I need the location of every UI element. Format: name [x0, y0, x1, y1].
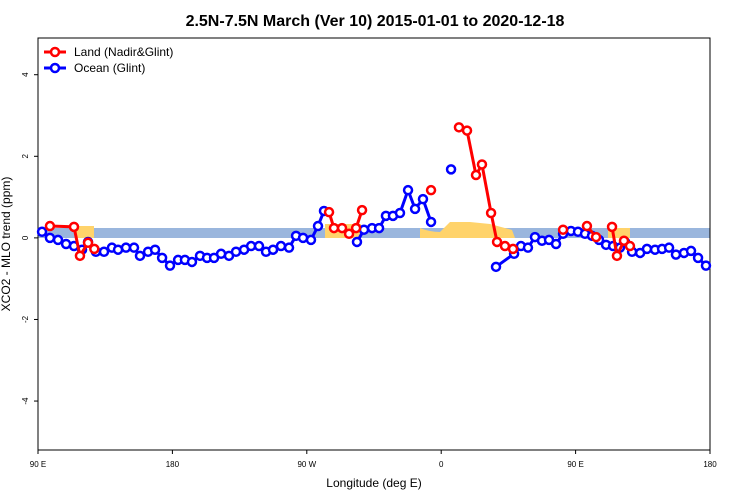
point	[283, 242, 295, 253]
y-tick-label: -4	[21, 397, 30, 405]
point	[590, 231, 602, 243]
x-tick-label: 180	[703, 460, 717, 469]
point	[581, 220, 593, 232]
point	[522, 242, 534, 253]
point	[425, 184, 437, 196]
point	[611, 250, 623, 262]
point	[351, 236, 363, 248]
point	[128, 242, 140, 253]
point	[663, 242, 675, 253]
point	[557, 224, 569, 235]
y-tick-label: 0	[21, 235, 30, 240]
point	[82, 237, 94, 249]
y-tick-label: 4	[21, 72, 30, 77]
point	[156, 252, 168, 264]
point	[134, 250, 146, 262]
point	[267, 244, 279, 255]
x-tick-label: 90 W	[297, 460, 316, 469]
point	[461, 125, 473, 136]
point	[336, 222, 348, 234]
point	[670, 249, 682, 260]
point	[417, 193, 429, 205]
point	[343, 228, 355, 240]
point	[641, 243, 653, 255]
point	[700, 260, 712, 271]
land-patch	[608, 228, 630, 238]
point	[36, 226, 48, 238]
point	[44, 220, 56, 232]
point	[323, 206, 335, 218]
point	[394, 207, 406, 219]
land-patch	[420, 222, 515, 238]
point	[485, 207, 497, 219]
point	[305, 234, 317, 246]
point	[685, 245, 697, 257]
x-tick-label: 180	[166, 460, 180, 469]
point	[550, 238, 562, 250]
point	[230, 246, 242, 258]
point	[186, 256, 198, 268]
ocean-band	[38, 228, 710, 238]
x-tick-label: 90 E	[567, 460, 583, 469]
point	[490, 261, 502, 273]
point	[373, 222, 385, 234]
point	[275, 240, 287, 252]
point	[164, 260, 176, 271]
point	[606, 221, 618, 233]
plot-frame	[37, 37, 711, 451]
legend-label: Ocean (Glint)	[74, 61, 145, 75]
chart-title: 2.5N-7.5N March (Ver 10) 2015-01-01 to 2…	[186, 13, 565, 30]
point	[120, 242, 132, 253]
point	[89, 243, 100, 255]
point	[425, 216, 437, 228]
point	[445, 164, 457, 175]
point	[507, 243, 519, 255]
point	[312, 220, 324, 232]
point	[149, 244, 161, 255]
point	[328, 222, 340, 234]
point	[350, 222, 362, 234]
point	[476, 159, 488, 170]
point	[44, 232, 56, 244]
y-tick-label: -2	[21, 315, 30, 323]
point	[253, 240, 265, 252]
x-tick-label: 90 E	[30, 460, 46, 469]
y-axis-label: XCO2 - MLO trend (ppm)	[0, 177, 13, 312]
point	[52, 234, 64, 246]
point	[98, 246, 110, 258]
point	[499, 240, 511, 252]
legend-marker	[49, 46, 61, 58]
legend-label: Land (Nadir&Glint)	[74, 45, 173, 59]
point	[74, 250, 86, 262]
point	[453, 122, 465, 133]
point	[692, 252, 704, 264]
point	[68, 221, 80, 233]
point	[356, 204, 368, 216]
y-tick-label: 2	[21, 154, 30, 159]
legend-marker	[49, 62, 61, 74]
point	[470, 169, 482, 181]
x-tick-label: 0	[439, 460, 444, 469]
point	[409, 203, 421, 215]
point	[624, 240, 636, 252]
point	[402, 184, 414, 196]
land-patch	[76, 226, 94, 238]
point	[491, 236, 503, 248]
x-axis-label: Longitude (deg E)	[326, 476, 421, 490]
